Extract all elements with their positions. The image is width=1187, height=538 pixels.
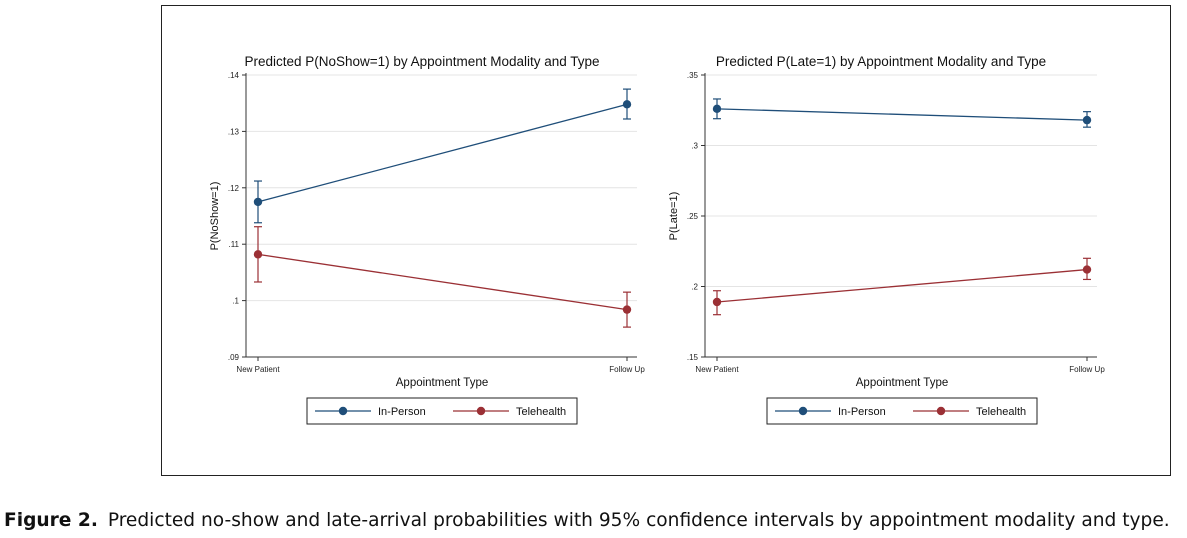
chart-title: Predicted P(Late=1) by Appointment Modal… — [716, 54, 1046, 69]
chart-title: Predicted P(NoShow=1) by Appointment Mod… — [244, 54, 599, 69]
x-tick-label: Follow Up — [1069, 365, 1105, 374]
chart-panel-2: Predicted P(Late=1) by Appointment Modal… — [668, 54, 1105, 425]
legend-box — [766, 397, 1038, 425]
legend-marker — [338, 406, 348, 416]
y-axis-title: P(Late=1) — [668, 192, 680, 241]
data-point — [712, 104, 722, 114]
series-line-telehealth — [257, 253, 628, 311]
y-axis-title: P(NoShow=1) — [209, 182, 221, 251]
chart-panel-1: Predicted P(NoShow=1) by Appointment Mod… — [209, 54, 645, 425]
x-tick-label: Follow Up — [609, 365, 645, 374]
y-tick-label: .35 — [687, 71, 699, 80]
y-tick-label: .13 — [228, 127, 240, 136]
data-point — [253, 197, 263, 207]
y-tick-label: .11 — [228, 240, 239, 249]
y-tick-label: .25 — [687, 212, 699, 221]
y-tick-label: .15 — [687, 353, 699, 362]
figure-frame — [161, 5, 1171, 476]
legend-marker — [798, 406, 808, 416]
legend: In-Person Telehealth — [306, 397, 578, 425]
x-tick-label: New Patient — [695, 365, 739, 374]
charts-area: Predicted P(NoShow=1) by Appointment Mod… — [209, 54, 1105, 425]
legend-label: Telehealth — [516, 406, 566, 418]
figure-caption: Figure 2. Predicted no-show and late-arr… — [4, 510, 1187, 531]
x-axis-title: Appointment Type — [396, 377, 489, 389]
data-point — [622, 100, 632, 109]
x-tick-label: New Patient — [236, 365, 280, 374]
x-axis-title: Appointment Type — [856, 377, 949, 389]
caption-text: Predicted no-show and late-arrival proba… — [107, 510, 1170, 531]
caption-label: Figure 2. — [4, 510, 98, 531]
legend: In-Person Telehealth — [766, 397, 1038, 425]
data-point — [253, 250, 263, 259]
series-line-in-person — [716, 108, 1088, 121]
y-tick-label: .12 — [228, 184, 240, 193]
y-tick-label: .2 — [691, 283, 698, 292]
y-tick-label: .14 — [228, 71, 240, 80]
legend-label: In-Person — [838, 406, 886, 418]
y-tick-label: .1 — [232, 297, 239, 306]
data-point — [712, 297, 722, 307]
series-line-in-person — [257, 103, 628, 203]
legend-label: Telehealth — [976, 406, 1026, 418]
legend-label: In-Person — [378, 406, 426, 418]
series-line-telehealth — [716, 268, 1088, 303]
data-point — [622, 305, 632, 314]
legend-marker — [476, 406, 486, 416]
legend-marker — [936, 406, 946, 416]
data-point — [1082, 115, 1092, 125]
y-tick-label: .3 — [691, 142, 698, 151]
data-point — [1082, 265, 1092, 274]
y-tick-label: .09 — [228, 353, 240, 362]
